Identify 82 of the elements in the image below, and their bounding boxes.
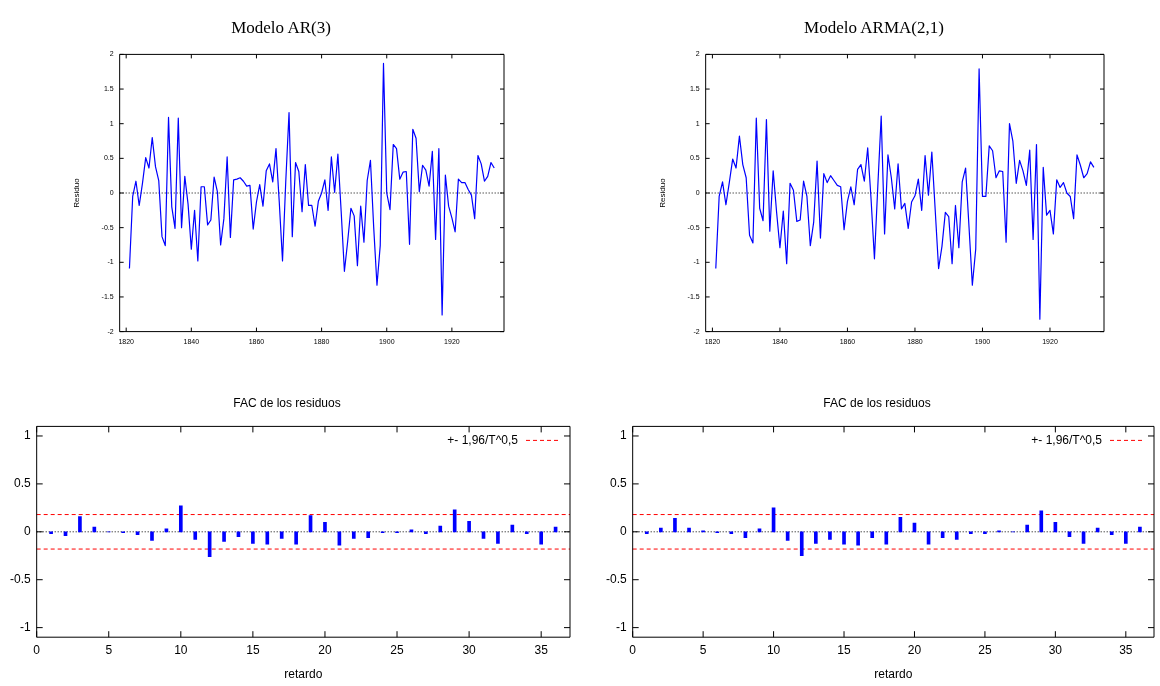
bar	[150, 531, 154, 541]
bar	[236, 531, 241, 537]
y-tick-label: 0.5	[13, 476, 31, 491]
legend-label: +- 1,96/T^0,5	[1031, 432, 1103, 447]
bar	[842, 531, 846, 545]
bar	[251, 531, 255, 544]
bar	[193, 531, 198, 540]
x-tick-label: 25	[390, 642, 405, 657]
bar	[644, 531, 649, 535]
x-tick-label: 15	[246, 642, 260, 657]
y-tick-label: 0.5	[609, 476, 627, 491]
bar	[63, 531, 68, 536]
bar	[1039, 510, 1044, 533]
bar	[659, 527, 663, 533]
y-axis-title: Residuo	[658, 177, 667, 208]
bar	[1138, 526, 1142, 533]
bar	[135, 531, 140, 536]
x-tick-label: 10	[766, 642, 781, 657]
x-tick-label: 5	[105, 642, 113, 657]
x-axis-title: retardo	[874, 667, 913, 682]
x-tick-label: 30	[462, 642, 477, 657]
bar	[814, 531, 818, 544]
y-tick-label: 1	[619, 428, 627, 443]
bar	[496, 531, 500, 544]
bar	[539, 531, 543, 545]
bar	[279, 531, 284, 539]
y-tick-label: -1	[616, 619, 627, 634]
y-tick-label: 1	[23, 428, 31, 443]
y-tick-label: 0	[619, 524, 627, 539]
x-tick-label: 20	[907, 642, 922, 657]
y-tick-label: 0	[23, 524, 31, 539]
bar	[870, 531, 875, 538]
bar	[1123, 531, 1128, 544]
bar	[323, 521, 327, 533]
chart-title: FAC de los residuos	[233, 395, 341, 410]
y-tick-label: -1	[20, 619, 31, 634]
y-tick-label: -0.5	[605, 572, 627, 587]
bar	[969, 531, 973, 535]
legend-label: +- 1,96/T^0,5	[447, 432, 519, 447]
chart-title: Modelo ARMA(2,1)	[804, 17, 944, 37]
bar	[1067, 531, 1072, 537]
bar	[424, 531, 428, 535]
bar	[884, 531, 889, 545]
x-tick-label: 15	[837, 642, 852, 657]
bar	[743, 531, 748, 538]
x-tick-label: 35	[534, 642, 549, 657]
bar	[1025, 524, 1030, 533]
bar	[49, 531, 53, 535]
bar	[828, 531, 832, 540]
bar	[1109, 531, 1114, 536]
x-tick-label: 0	[33, 642, 41, 657]
chart-title: FAC de los residuos	[823, 395, 931, 410]
y-tick-label: -0.5	[9, 572, 31, 587]
bar	[438, 525, 443, 533]
bar	[78, 516, 82, 533]
bar	[222, 531, 226, 542]
x-tick-label: 35	[1119, 642, 1133, 657]
bar	[856, 531, 860, 546]
chart-title: Modelo AR(3)	[231, 17, 331, 37]
x-tick-label: 5	[699, 642, 707, 657]
bar	[524, 531, 529, 535]
bar	[983, 531, 987, 535]
x-tick-label: 30	[1048, 642, 1063, 657]
bar	[467, 520, 471, 533]
bar	[366, 531, 371, 538]
x-tick-label: 0	[629, 642, 637, 657]
bar	[178, 505, 183, 533]
bar	[687, 527, 691, 533]
x-tick-label: 10	[174, 642, 188, 657]
x-tick-label: 25	[978, 642, 992, 657]
bar	[265, 531, 270, 545]
bar	[940, 531, 945, 538]
bar	[799, 531, 804, 557]
bar	[673, 518, 677, 533]
bar	[452, 509, 457, 533]
bar	[351, 531, 356, 539]
bar	[294, 531, 298, 545]
x-axis-title: retardo	[284, 667, 323, 682]
bar	[954, 531, 959, 540]
bar	[729, 531, 734, 535]
y-axis-title: Residuo	[72, 177, 81, 208]
x-tick-label: 20	[318, 642, 332, 657]
